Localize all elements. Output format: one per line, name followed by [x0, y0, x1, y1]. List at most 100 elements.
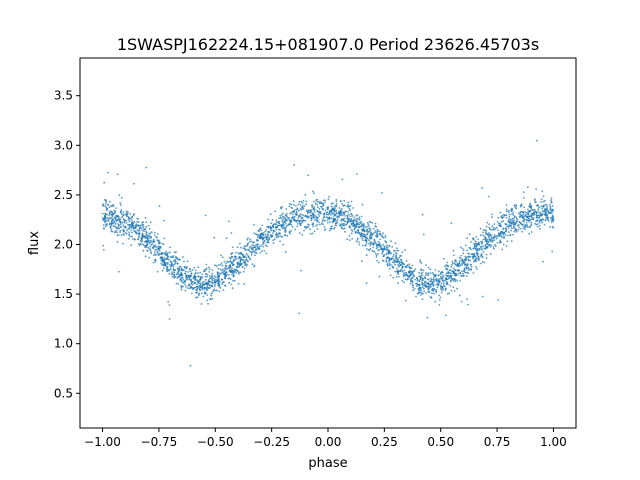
data-point	[253, 251, 256, 253]
data-point	[174, 269, 177, 271]
data-point	[178, 265, 181, 268]
data-point	[421, 274, 424, 277]
data-point	[319, 223, 321, 226]
data-point	[147, 249, 149, 252]
data-point	[256, 238, 258, 241]
data-point	[503, 235, 505, 238]
data-point	[119, 202, 122, 205]
data-point	[368, 225, 370, 228]
data-point	[186, 260, 189, 263]
data-point	[330, 210, 333, 212]
data-point	[258, 247, 261, 250]
data-point	[275, 232, 278, 234]
data-point	[395, 257, 397, 260]
data-point	[299, 203, 302, 206]
data-point	[361, 230, 364, 232]
data-point	[352, 219, 355, 221]
data-point	[485, 240, 488, 243]
data-point	[297, 209, 300, 212]
data-point	[518, 226, 520, 229]
data-point	[316, 228, 319, 230]
data-point	[318, 200, 320, 203]
data-point	[195, 269, 197, 272]
data-point	[225, 273, 228, 276]
data-point	[455, 264, 458, 266]
data-point	[330, 205, 333, 208]
plot-frame	[79, 57, 577, 429]
data-point	[275, 236, 278, 239]
data-point	[507, 227, 510, 230]
data-point	[311, 206, 314, 208]
data-point	[147, 247, 150, 249]
data-point	[462, 252, 465, 255]
data-point	[355, 220, 358, 223]
data-point	[303, 205, 306, 207]
data-point	[458, 261, 461, 264]
data-point	[363, 230, 366, 233]
data-point	[454, 280, 457, 283]
data-point	[308, 224, 310, 227]
data-point	[243, 261, 246, 264]
data-point	[359, 235, 362, 238]
data-point	[301, 202, 304, 204]
data-point	[511, 217, 514, 220]
data-point	[449, 272, 452, 275]
data-point	[173, 274, 176, 277]
data-point	[412, 289, 414, 292]
data-point	[445, 314, 447, 317]
data-point	[535, 216, 538, 219]
data-point	[106, 213, 109, 216]
data-point	[150, 250, 152, 253]
data-point	[545, 210, 548, 213]
data-point	[163, 219, 166, 222]
data-point	[500, 216, 503, 219]
data-point	[126, 215, 128, 218]
data-point	[266, 225, 269, 228]
data-point	[272, 223, 275, 226]
data-point	[334, 217, 337, 220]
data-point	[136, 224, 139, 227]
data-point	[515, 230, 518, 233]
data-point	[162, 267, 165, 269]
data-point	[439, 296, 442, 299]
data-point	[475, 258, 477, 261]
data-point	[440, 277, 442, 280]
data-point	[213, 288, 216, 291]
x-tick-label: 0.50	[427, 435, 454, 449]
data-point	[168, 272, 171, 275]
data-point	[249, 251, 252, 254]
data-point	[316, 217, 319, 220]
data-point	[153, 234, 156, 237]
data-point	[366, 225, 368, 228]
data-point	[313, 206, 316, 208]
data-point	[184, 266, 186, 269]
data-point	[209, 286, 212, 289]
data-point	[527, 215, 530, 218]
data-point	[107, 220, 110, 223]
data-point	[358, 243, 361, 246]
data-point	[312, 222, 315, 225]
data-point	[429, 272, 432, 275]
data-point	[539, 227, 541, 230]
y-tick-label: 1.0	[54, 337, 73, 351]
data-point	[204, 278, 207, 281]
data-point	[343, 224, 345, 227]
data-point	[446, 278, 448, 281]
data-point	[359, 233, 362, 236]
data-point	[301, 216, 304, 219]
data-point	[524, 213, 527, 216]
data-point	[374, 225, 377, 228]
data-point	[178, 269, 181, 272]
data-point	[117, 270, 120, 273]
data-point	[293, 164, 296, 166]
data-point	[524, 214, 526, 217]
data-point	[331, 221, 334, 224]
data-point	[157, 233, 159, 235]
data-point	[401, 266, 404, 269]
data-point	[470, 265, 473, 268]
data-point	[307, 215, 310, 218]
data-point	[348, 234, 351, 237]
data-point	[443, 282, 445, 285]
data-point	[450, 266, 453, 268]
